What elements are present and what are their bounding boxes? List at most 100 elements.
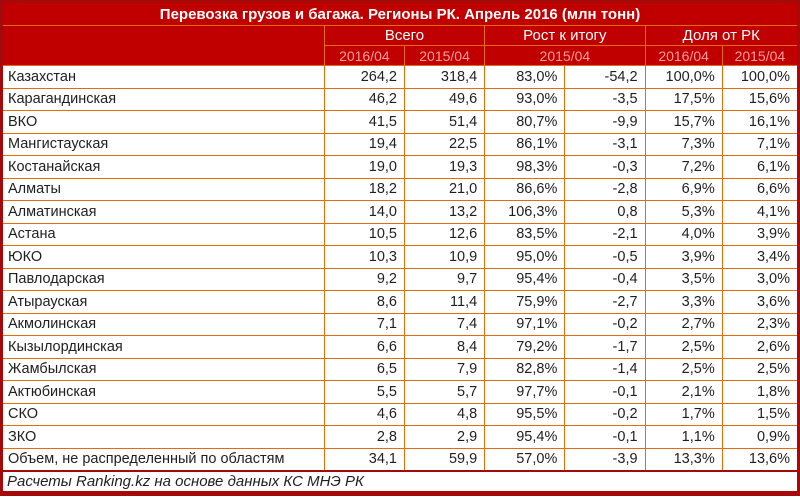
- growth-abs-cell: -3,9: [564, 447, 646, 471]
- share-2015-cell: 3,9%: [721, 222, 800, 246]
- region-cell: ЗКО: [1, 425, 325, 449]
- share-2016-cell: 3,9%: [644, 245, 723, 269]
- growth-pct-cell: 95,4%: [484, 267, 566, 291]
- table-row: Кызылординская 6,6 8,4 79,2% -1,7 2,5% 2…: [1, 335, 800, 359]
- total-2015-cell: 21,0: [403, 177, 486, 201]
- subheader-growth-2015: 2015/04: [484, 45, 646, 66]
- growth-pct-cell: 97,1%: [484, 312, 566, 336]
- share-2016-cell: 6,9%: [644, 177, 723, 201]
- table-row: Атырауская 8,6 11,4 75,9% -2,7 3,3% 3,6%: [1, 290, 800, 314]
- growth-abs-cell: -2,1: [564, 222, 646, 246]
- total-2016-cell: 2,8: [323, 425, 405, 449]
- growth-pct-cell: 83,0%: [484, 65, 566, 89]
- total-2015-cell: 49,6: [403, 87, 486, 111]
- share-2015-cell: 4,1%: [721, 200, 800, 224]
- table-row: СКО 4,6 4,8 95,5% -0,2 1,7% 1,5%: [1, 402, 800, 426]
- total-2015-cell: 12,6: [403, 222, 486, 246]
- total-2016-cell: 5,5: [323, 380, 405, 404]
- total-2015-cell: 11,4: [403, 290, 486, 314]
- growth-pct-cell: 82,8%: [484, 357, 566, 381]
- share-2016-cell: 2,5%: [644, 335, 723, 359]
- growth-pct-cell: 57,0%: [484, 447, 566, 471]
- share-2016-cell: 5,3%: [644, 200, 723, 224]
- total-2015-cell: 10,9: [403, 245, 486, 269]
- share-2016-cell: 7,2%: [644, 155, 723, 179]
- growth-abs-cell: -0,1: [564, 425, 646, 449]
- growth-pct-cell: 95,4%: [484, 425, 566, 449]
- table-row: Астана 10,5 12,6 83,5% -2,1 4,0% 3,9%: [1, 222, 800, 246]
- table-row: ВКО 41,5 51,4 80,7% -9,9 15,7% 16,1%: [1, 110, 800, 134]
- growth-abs-cell: -1,7: [564, 335, 646, 359]
- share-2015-cell: 2,5%: [721, 357, 800, 381]
- growth-pct-cell: 95,5%: [484, 402, 566, 426]
- growth-abs-cell: -0,2: [564, 312, 646, 336]
- table-row: Мангистауская 19,4 22,5 86,1% -3,1 7,3% …: [1, 132, 800, 156]
- total-2016-cell: 8,6: [323, 290, 405, 314]
- share-2015-cell: 3,6%: [721, 290, 800, 314]
- table-row: Жамбылская 6,5 7,9 82,8% -1,4 2,5% 2,5%: [1, 357, 800, 381]
- total-2016-cell: 6,5: [323, 357, 405, 381]
- total-2016-cell: 34,1: [323, 447, 405, 471]
- region-cell: Кызылординская: [1, 335, 325, 359]
- share-2015-cell: 3,0%: [721, 267, 800, 291]
- growth-pct-cell: 93,0%: [484, 87, 566, 111]
- total-2015-cell: 9,7: [403, 267, 486, 291]
- growth-abs-cell: -0,2: [564, 402, 646, 426]
- table-row: Алматы 18,2 21,0 86,6% -2,8 6,9% 6,6%: [1, 177, 800, 201]
- growth-abs-cell: -2,8: [564, 177, 646, 201]
- subheader-share-2016: 2016/04: [644, 45, 723, 66]
- growth-abs-cell: -9,9: [564, 110, 646, 134]
- total-2015-cell: 22,5: [403, 132, 486, 156]
- total-2015-cell: 4,8: [403, 402, 486, 426]
- growth-pct-cell: 75,9%: [484, 290, 566, 314]
- total-2016-cell: 6,6: [323, 335, 405, 359]
- total-2015-cell: 19,3: [403, 155, 486, 179]
- share-2015-cell: 2,3%: [721, 312, 800, 336]
- share-2015-cell: 13,6%: [721, 447, 800, 471]
- source-note: Расчеты Ranking.kz на основе данных КС М…: [1, 469, 799, 494]
- region-cell: Костанайская: [1, 155, 325, 179]
- table-row: Объем, не распределенный по областям 34,…: [1, 447, 800, 471]
- table-row: Павлодарская 9,2 9,7 95,4% -0,4 3,5% 3,0…: [1, 267, 800, 291]
- total-2016-cell: 7,1: [323, 312, 405, 336]
- share-2016-cell: 2,1%: [644, 380, 723, 404]
- region-cell: Астана: [1, 222, 325, 246]
- share-2015-cell: 7,1%: [721, 132, 800, 156]
- total-2015-cell: 318,4: [403, 65, 486, 89]
- share-2016-cell: 3,5%: [644, 267, 723, 291]
- footer-row: Расчеты Ranking.kz на основе данных КС М…: [1, 469, 799, 494]
- share-2015-cell: 6,6%: [721, 177, 800, 201]
- total-2016-cell: 264,2: [323, 65, 405, 89]
- growth-abs-cell: -3,5: [564, 87, 646, 111]
- total-2015-cell: 8,4: [403, 335, 486, 359]
- total-2015-cell: 7,4: [403, 312, 486, 336]
- share-2015-cell: 0,9%: [721, 425, 800, 449]
- growth-pct-cell: 106,3%: [484, 200, 566, 224]
- share-2015-cell: 100,0%: [721, 65, 800, 89]
- region-cell: Карагандинская: [1, 87, 325, 111]
- total-2015-cell: 13,2: [403, 200, 486, 224]
- share-2016-cell: 4,0%: [644, 222, 723, 246]
- column-group-share: Доля от РК: [644, 25, 800, 46]
- table-row: Актюбинская 5,5 5,7 97,7% -0,1 2,1% 1,8%: [1, 380, 800, 404]
- table-title: Перевозка грузов и багажа. Регионы РК. А…: [1, 1, 799, 26]
- total-2015-cell: 7,9: [403, 357, 486, 381]
- share-2016-cell: 2,7%: [644, 312, 723, 336]
- table-row: Карагандинская 46,2 49,6 93,0% -3,5 17,5…: [1, 87, 800, 111]
- subheader-total-2015: 2015/04: [403, 45, 486, 66]
- total-2016-cell: 18,2: [323, 177, 405, 201]
- total-2015-cell: 2,9: [403, 425, 486, 449]
- share-2016-cell: 17,5%: [644, 87, 723, 111]
- total-2015-cell: 51,4: [403, 110, 486, 134]
- region-cell: Алматы: [1, 177, 325, 201]
- region-cell: СКО: [1, 402, 325, 426]
- total-2016-cell: 10,3: [323, 245, 405, 269]
- table-row: Казахстан 264,2 318,4 83,0% -54,2 100,0%…: [1, 65, 800, 89]
- table-row: ЗКО 2,8 2,9 95,4% -0,1 1,1% 0,9%: [1, 425, 800, 449]
- column-subheader-row: 2016/04 2015/04 2015/04 2016/04 2015/04: [2, 45, 800, 66]
- share-2015-cell: 16,1%: [721, 110, 800, 134]
- region-cell: Жамбылская: [1, 357, 325, 381]
- table-row: Алматинская 14,0 13,2 106,3% 0,8 5,3% 4,…: [1, 200, 800, 224]
